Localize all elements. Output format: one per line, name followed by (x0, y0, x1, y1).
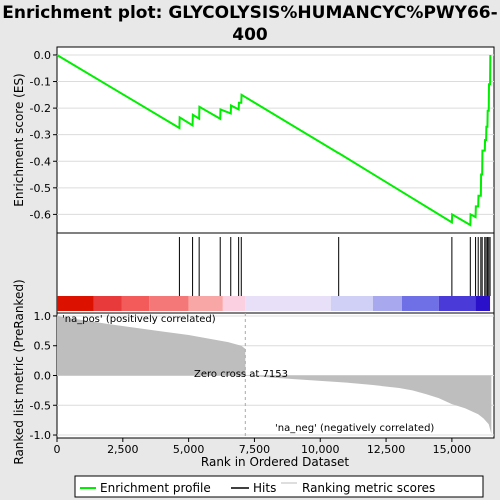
enrichment-profile-line (56, 54, 492, 227)
metric-ytick-label: 0.0 (34, 370, 52, 383)
metric-xlabel: Rank in Ordered Dataset (201, 455, 349, 469)
metric-ytick-label: 0.5 (34, 340, 52, 353)
metric-xtick-label: 7,500 (239, 443, 271, 456)
es-tick-label: -0.5 (30, 182, 51, 195)
es-tick-label: -0.1 (30, 76, 51, 89)
metric-ylabel: Ranked list metric (PreRanked) (12, 279, 26, 464)
es-ylabel: Enrichment score (ES) (12, 73, 26, 206)
hit-markers (178, 237, 491, 296)
es-panel (56, 46, 495, 234)
es-tick-label: 0.0 (34, 49, 52, 62)
colorbar-segment (330, 296, 373, 311)
title-line1: Enrichment plot: GLYCOLYSIS%HUMANCYC%PWY… (2, 3, 497, 23)
colorbar-segment (245, 296, 331, 311)
colorbar-segment (372, 296, 402, 311)
zero-cross-label: Zero cross at 7153 (194, 369, 288, 380)
title-line2: 400 (232, 25, 268, 45)
colorbar-segment (475, 296, 491, 311)
colorbar-segment (149, 296, 189, 311)
pos-label: 'na_pos' (positively correlated) (62, 314, 216, 325)
neg-label: 'na_neg' (negatively correlated) (275, 423, 434, 434)
colorbar-segment (121, 296, 150, 311)
metric-xtick-label: 0 (54, 443, 61, 456)
metric-xtick-label: 2,500 (107, 443, 139, 456)
colorbar-segment (93, 296, 122, 311)
metric-ytick-label: 1.0 (34, 310, 52, 323)
colorbar-segment (222, 296, 246, 311)
metric-ytick-label: -0.5 (30, 399, 51, 412)
ranking-metric-area (57, 315, 492, 434)
legend (74, 475, 484, 498)
legend-hits-label: Hits (253, 481, 276, 495)
colorbar-segment (57, 296, 94, 311)
metric-xtick-label: 10,000 (301, 443, 340, 456)
es-tick-label: -0.6 (30, 208, 51, 221)
legend-enrichment-label: Enrichment profile (100, 481, 211, 495)
es-tick-label: -0.4 (30, 155, 51, 168)
colorbar-segment (401, 296, 439, 311)
es-tick-label: -0.2 (30, 102, 51, 115)
legend-metric-label: Ranking metric scores (302, 481, 435, 495)
es-tick-label: -0.3 (30, 129, 51, 142)
es-grid (57, 54, 494, 215)
metric-ticks: 1.0 0.5 0.0 -0.5 -1.00 2,500 5,000 7,500 10,000 1… (30, 310, 472, 456)
metric-xtick-label: 12,500 (367, 443, 406, 456)
rank-colorbar (57, 296, 491, 311)
colorbar-segment (188, 296, 223, 311)
metric-ytick-label: -1.0 (30, 429, 51, 442)
colorbar-segment (438, 296, 476, 311)
metric-xtick-label: 15,000 (433, 443, 472, 456)
es-ticks: 0.0 -0.1 -0.2 -0.3 -0.4 -0.5 -0.6 (30, 49, 57, 221)
metric-xtick-label: 5,000 (173, 443, 205, 456)
